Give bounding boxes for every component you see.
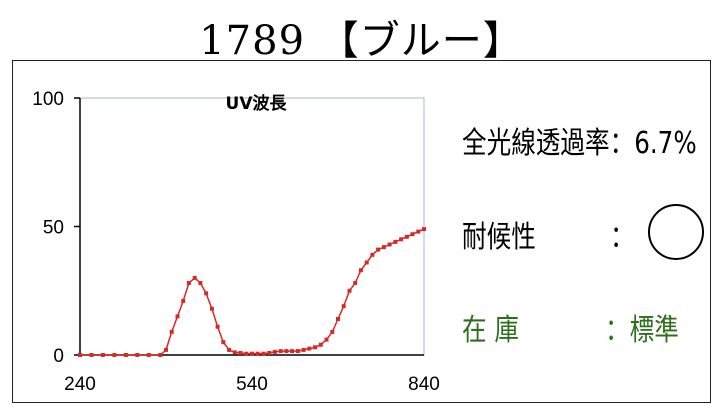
data-point <box>89 353 94 357</box>
weather-colon: ： <box>610 220 635 255</box>
transmittance-label: 全光線透過率：6.7% <box>462 126 697 161</box>
data-point <box>158 353 163 357</box>
data-point <box>422 227 426 232</box>
data-point <box>404 234 409 239</box>
data-point <box>146 353 151 357</box>
data-point <box>181 299 186 303</box>
data-point <box>215 324 220 329</box>
data-point <box>347 288 352 293</box>
data-point <box>330 329 335 334</box>
x-tick-label: 540 <box>236 374 268 395</box>
data-point <box>387 242 392 247</box>
data-point <box>307 346 312 351</box>
weather-label: 耐候性 <box>462 220 536 255</box>
data-point <box>169 329 174 334</box>
series-line <box>80 228 425 356</box>
data-point <box>393 239 398 244</box>
data-point <box>301 347 306 352</box>
data-point <box>123 353 128 357</box>
data-point <box>370 252 375 257</box>
data-point <box>376 247 381 252</box>
data-point <box>290 349 295 354</box>
data-point <box>313 345 318 350</box>
data-point <box>267 350 272 355</box>
stock-label: 在 庫 <box>462 313 520 348</box>
data-point <box>318 342 323 347</box>
x-tick-label: 840 <box>408 374 440 395</box>
data-point <box>164 347 168 352</box>
data-point <box>295 349 300 354</box>
data-point <box>399 237 404 242</box>
data-point <box>324 337 329 342</box>
data-point <box>272 349 277 354</box>
stock-value: ：標準 <box>605 313 679 348</box>
data-point <box>261 351 266 356</box>
data-point <box>186 281 191 285</box>
y-tick-label: 0 <box>53 346 64 367</box>
data-point <box>255 351 260 356</box>
data-point <box>78 353 82 357</box>
data-point <box>198 281 203 285</box>
data-point <box>112 353 117 357</box>
page-title: 1789 【ブルー】 <box>199 18 524 64</box>
chart-title: UV波長 <box>226 93 288 114</box>
data-point <box>209 306 214 311</box>
plot-area <box>79 97 425 356</box>
data-point <box>100 353 105 357</box>
data-point <box>250 351 254 356</box>
data-point <box>227 347 232 352</box>
spec-panel <box>12 60 711 403</box>
data-point <box>364 260 369 265</box>
data-point <box>416 229 421 234</box>
data-point <box>244 351 249 356</box>
data-point <box>204 291 209 296</box>
data-point <box>410 232 415 237</box>
x-tick-label: 240 <box>64 374 96 395</box>
y-tick-label: 100 <box>32 89 64 110</box>
data-point <box>353 281 358 285</box>
data-point <box>192 275 197 280</box>
y-tick-label: 50 <box>43 218 64 239</box>
data-point <box>336 317 340 321</box>
data-point <box>221 340 226 345</box>
data-point <box>238 350 243 355</box>
weather-rating-circle-icon <box>648 204 704 260</box>
data-point <box>278 349 283 354</box>
data-point <box>358 268 363 273</box>
data-point <box>135 353 140 357</box>
data-point <box>381 245 386 250</box>
data-point <box>175 314 180 319</box>
data-point <box>232 350 237 355</box>
data-point <box>341 304 346 309</box>
data-point <box>284 349 289 354</box>
